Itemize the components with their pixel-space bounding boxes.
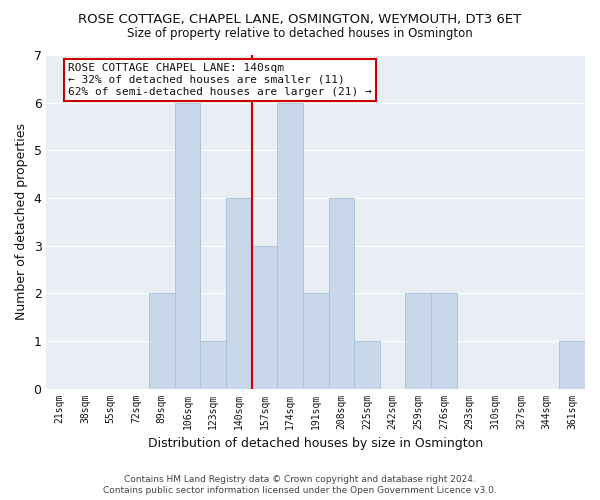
X-axis label: Distribution of detached houses by size in Osmington: Distribution of detached houses by size … bbox=[148, 437, 483, 450]
Text: ROSE COTTAGE, CHAPEL LANE, OSMINGTON, WEYMOUTH, DT3 6ET: ROSE COTTAGE, CHAPEL LANE, OSMINGTON, WE… bbox=[79, 12, 521, 26]
Bar bbox=[251, 246, 277, 388]
Text: Size of property relative to detached houses in Osmington: Size of property relative to detached ho… bbox=[127, 28, 473, 40]
Bar bbox=[559, 341, 585, 388]
Bar bbox=[406, 294, 431, 388]
Text: Contains HM Land Registry data © Crown copyright and database right 2024.: Contains HM Land Registry data © Crown c… bbox=[124, 475, 476, 484]
Bar bbox=[226, 198, 251, 388]
Bar bbox=[354, 341, 380, 388]
Bar bbox=[431, 294, 457, 388]
Bar bbox=[149, 294, 175, 388]
Bar bbox=[303, 294, 329, 388]
Bar bbox=[277, 102, 303, 389]
Text: ROSE COTTAGE CHAPEL LANE: 140sqm
← 32% of detached houses are smaller (11)
62% o: ROSE COTTAGE CHAPEL LANE: 140sqm ← 32% o… bbox=[68, 64, 372, 96]
Bar bbox=[329, 198, 354, 388]
Bar bbox=[175, 102, 200, 389]
Bar bbox=[200, 341, 226, 388]
Y-axis label: Number of detached properties: Number of detached properties bbox=[15, 124, 28, 320]
Text: Contains public sector information licensed under the Open Government Licence v3: Contains public sector information licen… bbox=[103, 486, 497, 495]
